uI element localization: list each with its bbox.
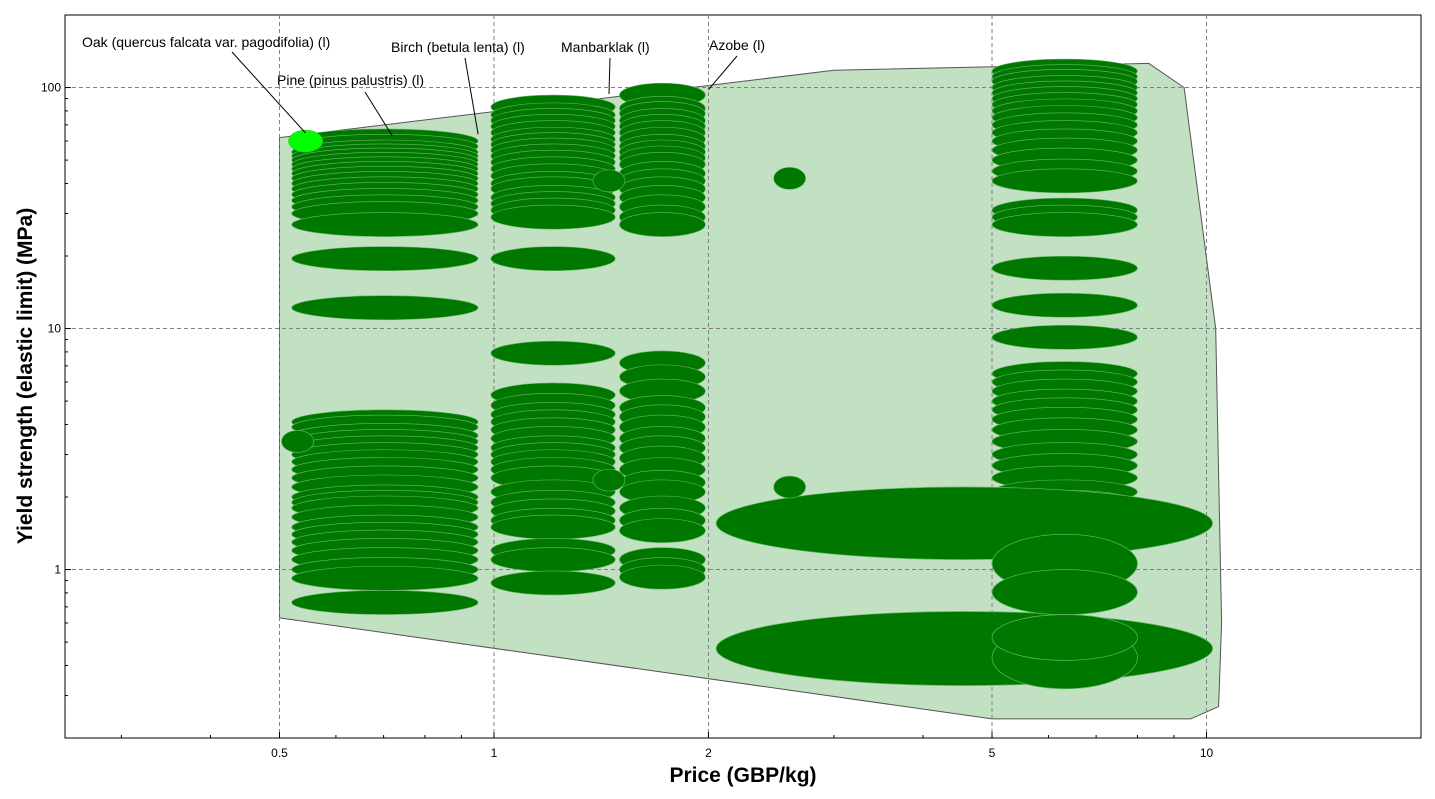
data-bubble	[490, 547, 616, 572]
data-bubble-point	[773, 167, 806, 190]
y-tick-label: 1	[54, 563, 61, 577]
x-tick-label: 2	[705, 746, 712, 760]
annotation-leader	[608, 57, 611, 95]
data-bubble	[991, 324, 1138, 350]
data-bubble	[291, 565, 479, 591]
data-bubble-point	[592, 169, 626, 193]
data-bubble	[991, 168, 1138, 194]
annotation-label: Manbarklak (l)	[561, 39, 650, 55]
data-bubble	[291, 590, 479, 615]
bubble-layer	[281, 58, 1213, 690]
data-bubble-point	[592, 468, 626, 492]
annotation-label: Oak (quercus falcata var. pagodifolia) (…	[82, 34, 330, 50]
data-bubble	[619, 518, 706, 543]
data-bubble	[490, 246, 616, 271]
y-tick-label: 100	[41, 81, 61, 95]
annotation-leader	[231, 51, 306, 134]
data-bubble-large	[715, 611, 1213, 686]
x-tick-label: 0.5	[271, 746, 288, 760]
data-bubble	[991, 255, 1138, 281]
annotation-leader	[708, 55, 738, 90]
data-bubble	[991, 292, 1138, 318]
data-bubble	[291, 246, 479, 271]
data-bubble-large	[991, 569, 1138, 615]
x-tick-label: 1	[491, 746, 498, 760]
data-bubble-point	[281, 430, 314, 453]
grid-layer	[65, 15, 1421, 738]
annotation-label: Pine (pinus palustris) (l)	[277, 72, 424, 88]
data-bubble-large	[991, 614, 1138, 661]
axes-layer: 0.5 1 2 5 10 1 10 100	[41, 81, 1422, 760]
x-tick-label: 10	[1200, 746, 1214, 760]
x-axis-label: Price (GBP/kg)	[669, 764, 816, 787]
data-bubble	[991, 212, 1138, 237]
data-bubble	[619, 212, 706, 237]
annotation-label: Azobe (l)	[709, 37, 765, 53]
annotation-leader	[464, 57, 479, 135]
data-bubble	[490, 204, 616, 230]
data-bubble-point	[773, 475, 806, 499]
highlighted-bubble	[288, 129, 323, 153]
annotation-leader	[364, 91, 393, 137]
data-bubble	[291, 295, 479, 321]
y-axis-label: Yield strength (elastic limit) (MPa)	[14, 208, 37, 544]
data-bubble	[490, 570, 616, 596]
x-tick-label: 5	[989, 746, 996, 760]
annotation-label: Birch (betula lenta) (l)	[391, 39, 525, 55]
data-bubble	[490, 340, 616, 366]
annotation-layer: Oak (quercus falcata var. pagodifolia) (…	[82, 34, 765, 153]
data-bubble	[291, 212, 479, 237]
data-bubble	[619, 564, 706, 590]
y-tick-label: 10	[48, 322, 62, 336]
data-bubble	[490, 514, 616, 540]
